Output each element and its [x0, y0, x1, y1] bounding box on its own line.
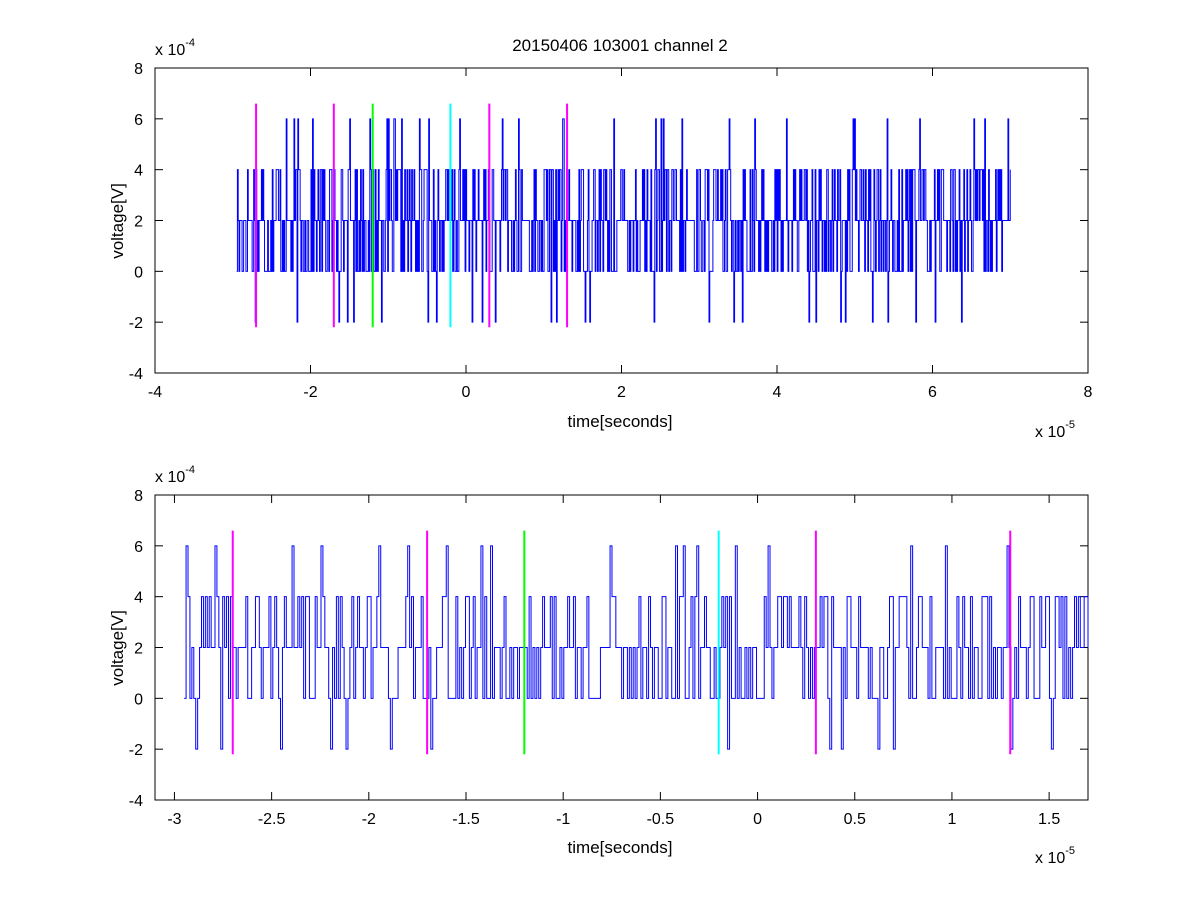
top-y-exponent-base: x 10	[155, 42, 185, 59]
top-y-exponent: x 10-4	[155, 37, 195, 59]
x-tick-label: 0	[753, 811, 762, 828]
bottom-y-exponent: x 10-4	[155, 464, 195, 486]
top-ylabel: voltage[V]	[108, 183, 127, 259]
bottom-y-exponent-power: -4	[185, 464, 195, 476]
y-tick-label: -4	[129, 366, 143, 383]
x-tick-label: -4	[148, 384, 162, 401]
signal-line	[236, 118, 1011, 323]
y-tick-label: 6	[134, 112, 143, 129]
x-tick-label: 8	[1084, 384, 1093, 401]
x-tick-label: 1.5	[1038, 811, 1060, 828]
plot-bottom: voltage[V] time[seconds] x 10-4 x 10-5 -…	[108, 464, 1089, 867]
y-tick-label: 4	[134, 590, 143, 607]
y-tick-label: -2	[129, 742, 143, 759]
y-tick-label: -4	[129, 793, 143, 810]
bottom-y-exponent-base: x 10	[155, 469, 185, 486]
y-tick-label: 8	[134, 61, 143, 78]
y-tick-label: 2	[134, 641, 143, 658]
x-tick-label: -2.5	[258, 811, 286, 828]
top-x-exponent-base: x 10	[1035, 424, 1065, 441]
x-tick-label: 0	[462, 384, 471, 401]
x-tick-label: 4	[773, 384, 782, 401]
x-tick-label: -1	[556, 811, 570, 828]
y-tick-label: 4	[134, 163, 143, 180]
y-tick-label: -2	[129, 315, 143, 332]
x-tick-label: 6	[928, 384, 937, 401]
figure-title: 20150406 103001 channel 2	[512, 36, 728, 55]
bottom-x-exponent-power: -5	[1065, 845, 1075, 857]
top-x-exponent-power: -5	[1065, 419, 1075, 431]
bottom-x-exponent: x 10-5	[1035, 845, 1075, 867]
top-x-exponent: x 10-5	[1035, 419, 1075, 441]
y-tick-label: 0	[134, 691, 143, 708]
x-tick-label: -3	[167, 811, 181, 828]
x-tick-label: -2	[303, 384, 317, 401]
top-y-exponent-power: -4	[185, 37, 195, 49]
x-tick-label: 0.5	[844, 811, 866, 828]
y-tick-label: 6	[134, 539, 143, 556]
bottom-xlabel: time[seconds]	[568, 838, 673, 857]
x-tick-label: -1.5	[452, 811, 480, 828]
y-tick-label: 2	[134, 214, 143, 231]
y-tick-label: 8	[134, 488, 143, 505]
top-xlabel: time[seconds]	[568, 412, 673, 431]
x-tick-label: 1	[947, 811, 956, 828]
x-tick-label: 2	[617, 384, 626, 401]
bottom-x-exponent-base: x 10	[1035, 850, 1065, 867]
y-tick-label: 0	[134, 264, 143, 281]
plot-top: voltage[V] time[seconds] x 10-4 x 10-5 -…	[108, 37, 1093, 441]
x-tick-label: -2	[362, 811, 376, 828]
bottom-ylabel: voltage[V]	[108, 610, 127, 686]
signal-line	[184, 545, 1089, 750]
x-tick-label: -0.5	[647, 811, 675, 828]
